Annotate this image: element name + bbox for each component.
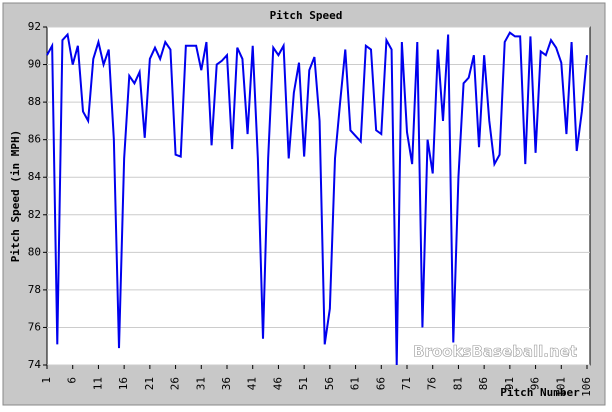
x-tick-label: 106	[580, 377, 593, 397]
x-tick-label: 76	[426, 377, 439, 390]
x-tick-label: 101	[554, 377, 567, 397]
y-tick-label: 80	[28, 245, 41, 258]
chart-title: Pitch Speed	[270, 9, 343, 22]
x-tick-label: 86	[477, 377, 490, 390]
y-tick-label: 88	[28, 95, 41, 108]
y-tick-label: 82	[28, 208, 41, 221]
y-tick-label: 92	[28, 20, 41, 33]
x-tick-label: 1	[40, 377, 53, 384]
x-tick-label: 56	[323, 377, 336, 390]
x-tick-label: 66	[374, 377, 387, 390]
data-line	[46, 31, 588, 366]
x-tick-label: 51	[297, 377, 310, 390]
x-tick-label: 31	[194, 377, 207, 390]
y-tick-label: 78	[28, 283, 41, 296]
y-axis-label: Pitch Speed (in MPH)	[9, 130, 22, 262]
plot	[46, 31, 588, 366]
x-tick-label: 71	[400, 377, 413, 390]
x-tick-label: 61	[349, 377, 362, 390]
x-tick-label: 81	[451, 377, 464, 390]
y-tick-label: 84	[28, 170, 42, 183]
x-tick-label: 16	[117, 377, 130, 390]
x-tick-label: 11	[91, 377, 104, 390]
x-tick-label: 26	[169, 377, 182, 390]
y-tick-label: 74	[28, 358, 42, 371]
x-tick-label: 36	[220, 377, 233, 390]
x-tick-label: 21	[143, 377, 156, 390]
x-tick-label: 91	[503, 377, 516, 390]
y-tick-label: 86	[28, 133, 41, 146]
x-tick-label: 41	[246, 377, 259, 390]
x-tick-label: 96	[529, 377, 542, 390]
x-tick-label: 6	[66, 377, 79, 384]
x-tick-label: 46	[271, 377, 284, 390]
y-tick-label: 76	[28, 320, 41, 333]
y-tick-label: 90	[28, 58, 41, 71]
x-axis-label: Pitch Number	[500, 386, 580, 399]
watermark: BrooksBaseball.net	[413, 343, 577, 361]
